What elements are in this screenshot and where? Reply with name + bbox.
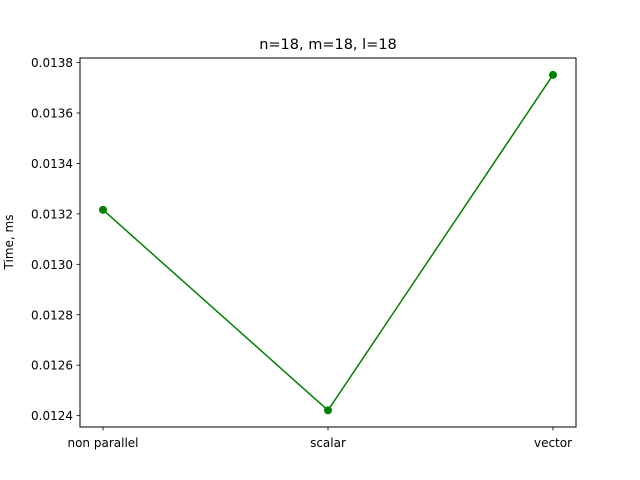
x-tick-label: scalar xyxy=(310,436,346,450)
data-point xyxy=(99,205,107,214)
y-tick-label: 0.0134 xyxy=(31,157,73,171)
x-tick-label: non parallel xyxy=(67,436,138,450)
x-axis-ticks: non parallel scalar vector xyxy=(67,427,572,450)
y-axis-ticks: 0.0124 0.0126 0.0128 0.0130 0.0132 0.0134 0.01… xyxy=(31,56,80,423)
series-layer xyxy=(99,70,557,415)
y-tick-label: 0.0124 xyxy=(31,409,73,423)
chart-title: n=18, m=18, l=18 xyxy=(259,37,397,53)
y-tick-label: 0.0130 xyxy=(31,258,73,272)
plot-frame xyxy=(79,57,577,428)
x-tick-label: vector xyxy=(534,436,572,450)
y-tick-label: 0.0126 xyxy=(31,359,73,373)
y-axis-label: Time, ms xyxy=(2,215,16,271)
data-point xyxy=(549,70,557,79)
data-point xyxy=(324,406,332,415)
y-tick-label: 0.0138 xyxy=(31,56,73,70)
y-tick-label: 0.0132 xyxy=(31,207,73,221)
y-tick-label: 0.0128 xyxy=(31,308,73,322)
y-tick-label: 0.0136 xyxy=(31,106,73,120)
